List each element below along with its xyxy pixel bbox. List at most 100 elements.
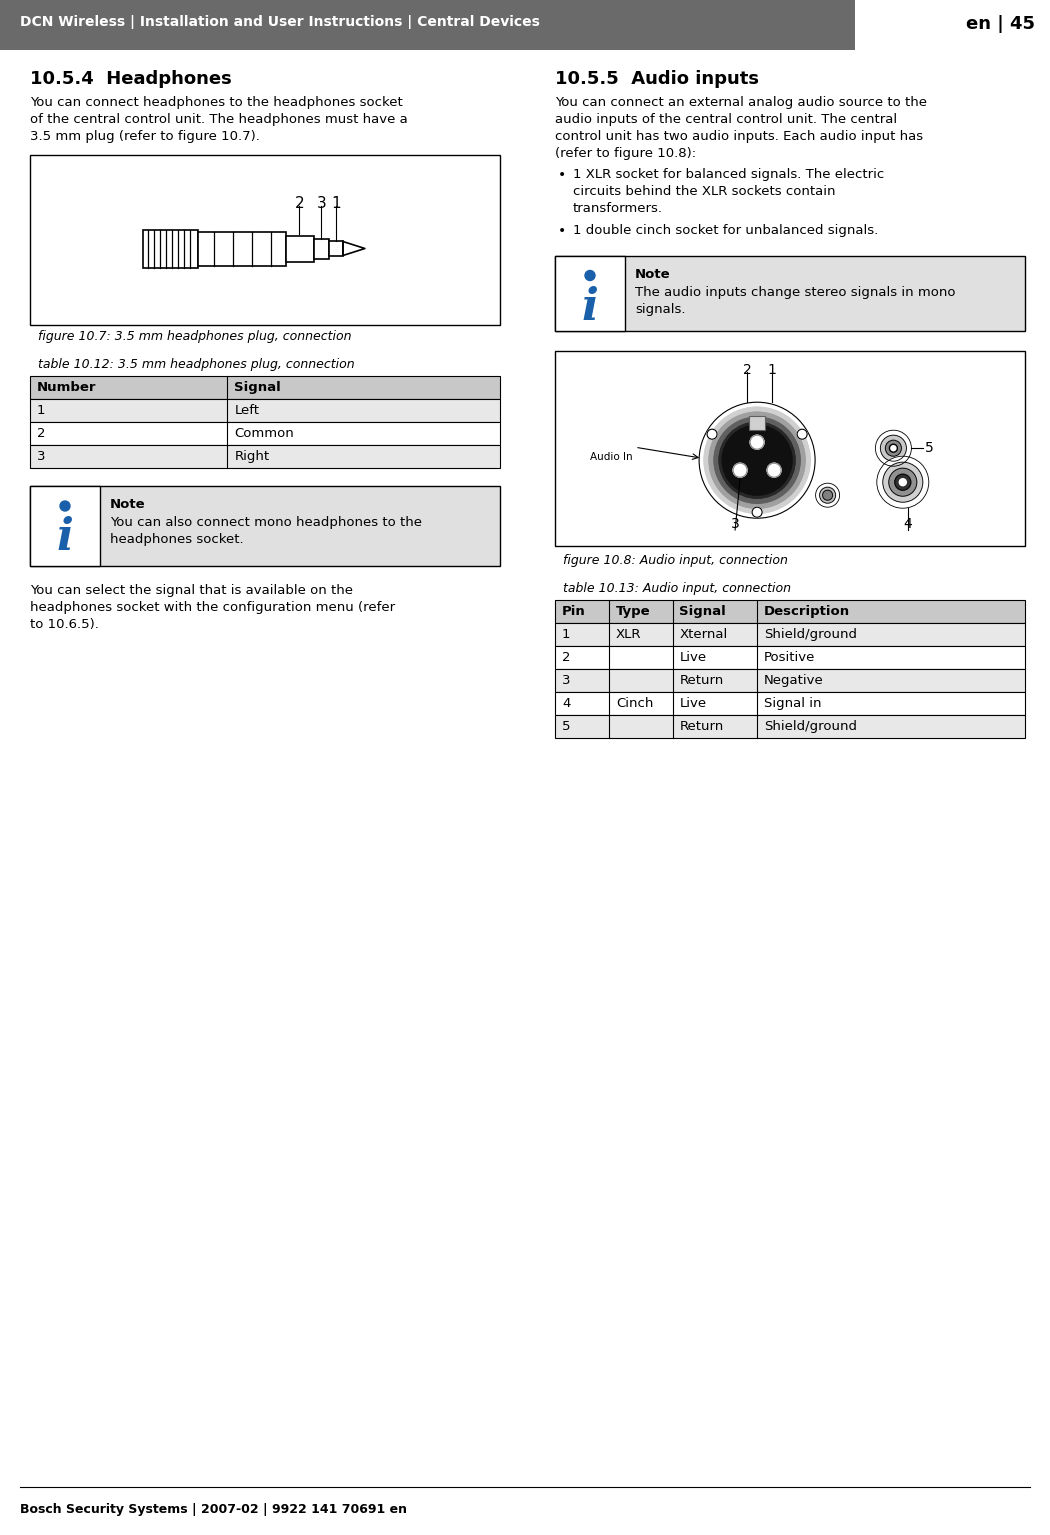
Bar xyxy=(30,376,500,399)
Text: of the central control unit. The headphones must have a: of the central control unit. The headpho… xyxy=(30,114,407,126)
Text: The audio inputs change stereo signals in mono: The audio inputs change stereo signals i… xyxy=(635,286,956,299)
Text: 4: 4 xyxy=(903,517,912,531)
Text: Description: Description xyxy=(764,605,850,619)
Text: 3: 3 xyxy=(316,196,327,212)
Text: Signal in: Signal in xyxy=(764,697,821,711)
Text: en | 45: en | 45 xyxy=(966,15,1035,32)
Circle shape xyxy=(888,468,917,496)
Text: 2: 2 xyxy=(37,427,45,441)
Bar xyxy=(30,422,500,445)
Bar xyxy=(855,0,1050,51)
Circle shape xyxy=(733,464,748,477)
Text: control unit has two audio inputs. Each audio input has: control unit has two audio inputs. Each … xyxy=(555,130,923,143)
Text: 10.5.4  Headphones: 10.5.4 Headphones xyxy=(30,71,232,87)
Text: 2: 2 xyxy=(742,362,752,378)
Text: You can connect headphones to the headphones socket: You can connect headphones to the headph… xyxy=(30,97,403,109)
Bar xyxy=(555,715,1025,738)
Text: 2: 2 xyxy=(295,196,304,212)
Circle shape xyxy=(820,487,836,503)
Text: headphones socket with the configuration menu (refer: headphones socket with the configuration… xyxy=(30,602,395,614)
Bar xyxy=(555,256,1025,332)
Text: 1: 1 xyxy=(768,362,777,378)
Text: Right: Right xyxy=(234,450,270,464)
Bar xyxy=(30,487,500,566)
Text: 5: 5 xyxy=(562,720,570,734)
Text: Note: Note xyxy=(635,269,671,281)
Text: Signal: Signal xyxy=(234,381,281,394)
Circle shape xyxy=(880,436,906,460)
Text: •: • xyxy=(558,224,566,238)
Circle shape xyxy=(752,507,762,517)
Text: Audio In: Audio In xyxy=(590,453,632,462)
Bar xyxy=(555,600,1025,623)
Circle shape xyxy=(714,418,800,503)
Circle shape xyxy=(750,436,764,450)
Text: signals.: signals. xyxy=(635,302,686,316)
Bar xyxy=(555,669,1025,692)
Bar xyxy=(555,692,1025,715)
Bar xyxy=(329,241,343,256)
Circle shape xyxy=(722,425,792,496)
Circle shape xyxy=(895,474,910,490)
Text: Return: Return xyxy=(679,720,723,734)
Text: You can connect an external analog audio source to the: You can connect an external analog audio… xyxy=(555,97,927,109)
Bar xyxy=(555,352,1025,546)
Circle shape xyxy=(585,270,595,281)
Text: Return: Return xyxy=(679,674,723,688)
Text: figure 10.7: 3.5 mm headphones plug, connection: figure 10.7: 3.5 mm headphones plug, con… xyxy=(38,330,352,342)
Text: figure 10.8: Audio input, connection: figure 10.8: Audio input, connection xyxy=(563,554,788,566)
Circle shape xyxy=(705,407,811,513)
Circle shape xyxy=(707,430,717,439)
Text: •: • xyxy=(558,167,566,183)
Text: Left: Left xyxy=(234,404,259,418)
Text: Live: Live xyxy=(679,697,707,711)
Text: Shield/ground: Shield/ground xyxy=(764,720,857,734)
Polygon shape xyxy=(343,241,365,255)
Circle shape xyxy=(768,464,781,477)
Text: Shield/ground: Shield/ground xyxy=(764,628,857,642)
Text: circuits behind the XLR sockets contain: circuits behind the XLR sockets contain xyxy=(573,186,836,198)
Text: Common: Common xyxy=(234,427,294,441)
Text: Pin: Pin xyxy=(562,605,586,619)
Text: You can also connect mono headphones to the: You can also connect mono headphones to … xyxy=(110,516,422,530)
Text: Number: Number xyxy=(37,381,97,394)
Circle shape xyxy=(822,490,833,500)
Circle shape xyxy=(699,402,815,519)
Bar xyxy=(749,416,765,430)
Text: 3: 3 xyxy=(562,674,570,688)
Text: 1: 1 xyxy=(562,628,570,642)
Text: table 10.13: Audio input, connection: table 10.13: Audio input, connection xyxy=(563,582,791,596)
Bar xyxy=(197,232,286,266)
Text: XLR: XLR xyxy=(616,628,642,642)
Circle shape xyxy=(890,445,896,451)
Text: audio inputs of the central control unit. The central: audio inputs of the central control unit… xyxy=(555,114,897,126)
Text: 1 XLR socket for balanced signals. The electric: 1 XLR socket for balanced signals. The e… xyxy=(573,167,884,181)
Text: headphones socket.: headphones socket. xyxy=(110,533,244,546)
Text: Bosch Security Systems | 2007-02 | 9922 141 70691 en: Bosch Security Systems | 2007-02 | 9922 … xyxy=(20,1503,407,1517)
Text: 2: 2 xyxy=(562,651,570,665)
Text: to 10.6.5).: to 10.6.5). xyxy=(30,619,99,631)
Text: table 10.12: 3.5 mm headphones plug, connection: table 10.12: 3.5 mm headphones plug, con… xyxy=(38,358,355,371)
Bar xyxy=(314,238,329,258)
Text: 5: 5 xyxy=(925,441,934,456)
Text: 4: 4 xyxy=(562,697,570,711)
Circle shape xyxy=(889,444,898,453)
Text: Signal: Signal xyxy=(679,605,727,619)
Text: Negative: Negative xyxy=(764,674,824,688)
Circle shape xyxy=(709,413,805,508)
Circle shape xyxy=(876,430,911,467)
Text: 1 double cinch socket for unbalanced signals.: 1 double cinch socket for unbalanced sig… xyxy=(573,224,878,236)
Text: 1: 1 xyxy=(37,404,45,418)
Text: DCN Wireless | Installation and User Instructions | Central Devices: DCN Wireless | Installation and User Ins… xyxy=(20,15,540,29)
Text: Type: Type xyxy=(616,605,651,619)
Text: 10.5.5  Audio inputs: 10.5.5 Audio inputs xyxy=(555,71,759,87)
Circle shape xyxy=(877,456,929,508)
Bar xyxy=(30,445,500,468)
Text: 3: 3 xyxy=(731,517,739,531)
Text: 1: 1 xyxy=(331,196,340,212)
Text: i: i xyxy=(57,516,74,559)
Text: transformers.: transformers. xyxy=(573,203,663,215)
Text: Xternal: Xternal xyxy=(679,628,728,642)
Bar xyxy=(143,230,197,267)
Text: Cinch: Cinch xyxy=(616,697,653,711)
